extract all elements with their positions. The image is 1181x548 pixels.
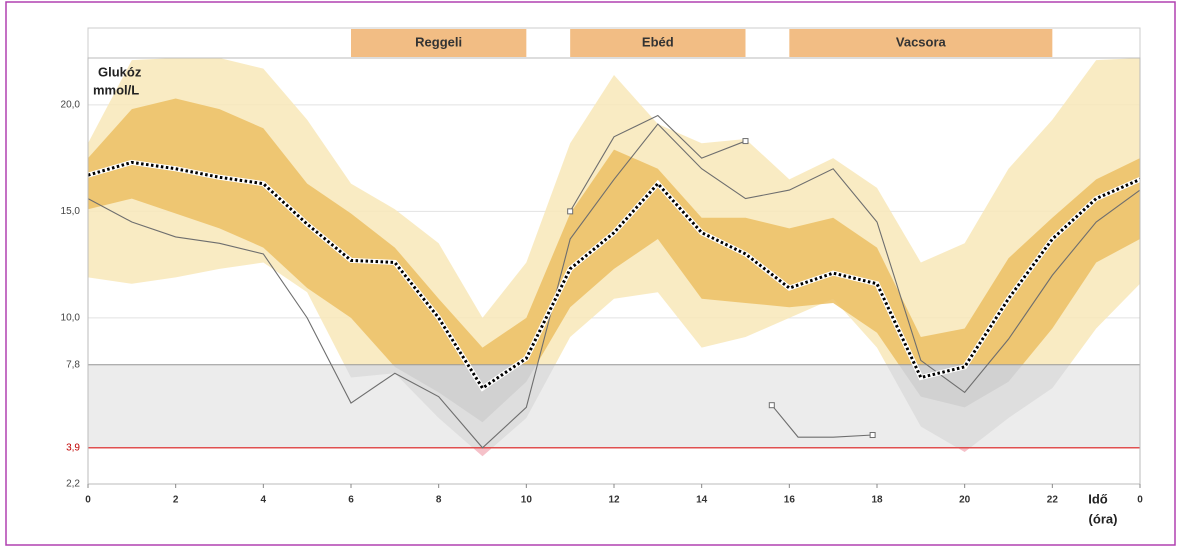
- y-tick-label: 15,0: [61, 206, 81, 217]
- meal-label: Ebéd: [642, 34, 674, 49]
- x-tick-label: 4: [261, 495, 267, 506]
- y-axis-label: mmol/L: [93, 82, 139, 97]
- x-tick-label: 16: [784, 495, 796, 506]
- day-trace: [88, 123, 1140, 449]
- percentile-band: [344, 364, 1070, 448]
- x-tick-label: 18: [871, 495, 883, 506]
- y-tick-label: 2,2: [66, 479, 80, 490]
- y-tick-label: 20,0: [61, 100, 81, 111]
- y-tick-label: 3,9: [66, 442, 80, 453]
- x-tick-label: 0: [1137, 495, 1143, 506]
- meal-period: [789, 29, 1053, 57]
- x-tick-label: 10: [521, 495, 533, 506]
- x-tick-label: 14: [696, 495, 708, 506]
- y-tick-label: 10,0: [61, 313, 81, 324]
- meal-period: [570, 29, 746, 57]
- x-tick-label: 6: [348, 495, 354, 506]
- day-trace: [771, 404, 873, 438]
- x-tick-label: 22: [1047, 495, 1059, 506]
- trace-end-marker: [567, 208, 574, 215]
- x-tick-label: 2: [173, 495, 179, 506]
- y-tick-label: 7,8: [66, 359, 80, 370]
- x-tick-label: 20: [959, 495, 971, 506]
- median-line: [87, 160, 1141, 391]
- trace-end-marker: [768, 402, 775, 409]
- x-axis-label: (óra): [1089, 511, 1118, 526]
- x-tick-label: 0: [85, 495, 91, 506]
- x-tick-label: 8: [436, 495, 442, 506]
- day-trace: [569, 114, 746, 212]
- x-tick-label: 12: [608, 495, 620, 506]
- trace-end-marker: [742, 138, 749, 145]
- x-axis-label: Idő: [1088, 491, 1108, 506]
- meal-label: Vacsora: [896, 34, 947, 49]
- trace-end-marker: [869, 432, 876, 439]
- meal-period: [351, 29, 527, 57]
- meal-label: Reggeli: [415, 34, 462, 49]
- y-axis-label: Glukóz: [98, 64, 142, 79]
